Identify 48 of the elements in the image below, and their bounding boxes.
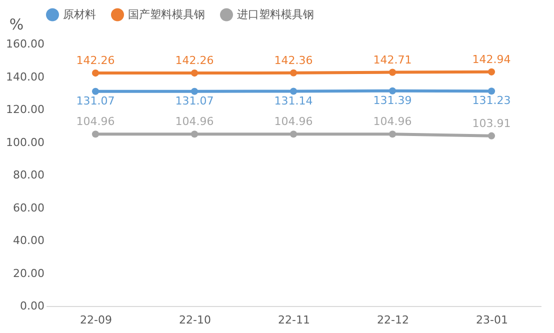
point	[488, 132, 496, 140]
data-label: 142.26	[175, 54, 214, 68]
data-label: 131.07	[76, 94, 115, 108]
y-tick-label: 40.00	[13, 234, 44, 247]
data-label: 104.96	[274, 115, 313, 128]
y-tick-label: 20.00	[13, 266, 44, 280]
data-label: 131.23	[472, 94, 511, 108]
legend-label: 进口塑料模具钢	[237, 8, 314, 21]
x-tick-label: 22-10	[179, 314, 211, 326]
data-label: 142.94	[472, 52, 511, 66]
data-label: 131.07	[175, 94, 214, 108]
point	[290, 130, 298, 138]
legend-label: 原材料	[63, 8, 96, 21]
data-label: 131.39	[373, 94, 412, 107]
point	[92, 130, 100, 138]
point	[190, 70, 198, 77]
y-tick-label: 100.00	[6, 136, 44, 149]
point	[290, 69, 298, 76]
data-label: 142.36	[274, 54, 313, 67]
data-label: 131.14	[274, 94, 313, 108]
y-tick-label: 160.00	[6, 38, 44, 50]
y-tick-label: 120.00	[6, 103, 44, 116]
point	[92, 88, 100, 95]
y-tick-label: 80.00	[13, 168, 44, 182]
data-label: 104.96	[76, 115, 115, 128]
x-tick-label: 22-11	[278, 314, 310, 326]
y-tick-label: 0.00	[20, 300, 44, 312]
y-tick-label: 60.00	[13, 201, 44, 214]
point	[388, 87, 396, 94]
x-tick-label: 22-12	[377, 314, 409, 326]
point	[190, 130, 198, 138]
data-label: 142.71	[373, 53, 412, 66]
y-axis-title: %	[9, 16, 24, 34]
point	[488, 68, 496, 76]
data-label: 104.96	[175, 115, 214, 128]
point	[388, 68, 396, 76]
point	[290, 88, 298, 95]
point	[92, 70, 100, 77]
data-label: 104.96	[373, 115, 412, 128]
y-tick-label: 140.00	[6, 70, 44, 84]
legend-label: 国产塑料模具钢	[128, 8, 205, 21]
x-tick-label: 23-01	[476, 314, 508, 326]
point	[190, 88, 198, 95]
data-label: 142.26	[76, 54, 115, 68]
point	[388, 130, 396, 138]
data-label: 103.91	[472, 116, 511, 130]
point	[488, 88, 496, 95]
x-tick-label: 22-09	[80, 314, 112, 326]
